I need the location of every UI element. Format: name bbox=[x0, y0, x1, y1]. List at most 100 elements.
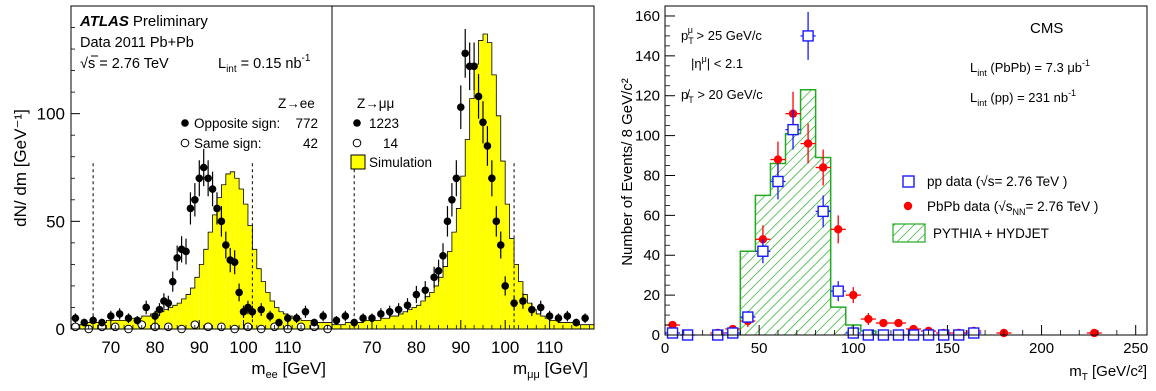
simulation-bin bbox=[540, 316, 546, 329]
simulation-bin bbox=[420, 301, 426, 329]
filled-point bbox=[275, 318, 283, 327]
filled-point bbox=[213, 204, 221, 213]
simulation-bin bbox=[536, 313, 541, 329]
eta-sup: μ bbox=[702, 54, 707, 64]
x-tick-label: 50 bbox=[751, 340, 768, 357]
legend-opposite-label: Opposite sign: bbox=[194, 116, 280, 131]
simulation-bin bbox=[336, 324, 341, 329]
y-axis-label: Number of Events/ 8 GeV/c² bbox=[619, 78, 636, 266]
simulation-bin bbox=[367, 320, 372, 329]
simulation-bin bbox=[554, 320, 559, 329]
filled-point bbox=[341, 312, 350, 320]
plot-frame bbox=[331, 5, 595, 330]
legend-sim-swatch bbox=[350, 154, 366, 170]
simulation-bin bbox=[509, 238, 515, 329]
simulation-bin bbox=[186, 294, 191, 329]
filled-point bbox=[448, 196, 456, 204]
x-tick-label: 100 bbox=[491, 338, 519, 357]
simulation-bin bbox=[429, 292, 435, 329]
simulation-bin bbox=[305, 320, 310, 329]
filled-point bbox=[155, 305, 164, 314]
filled-point bbox=[394, 305, 403, 314]
mc-bin bbox=[770, 163, 786, 335]
filled-point bbox=[536, 303, 545, 312]
legend-pbpb-nn: NN bbox=[1012, 207, 1025, 217]
legend-pbpb-pre: PbPb data (√ bbox=[927, 199, 1006, 214]
y-tick-label: 160 bbox=[635, 8, 660, 25]
simulation-bin bbox=[190, 288, 195, 329]
x-axis-label: mμμ [GeV] bbox=[513, 359, 588, 381]
cms-panel: 0 50 100 150 200 250 0 20 40 60 80 100 120 140 160 CM… bbox=[619, 5, 1148, 383]
simulation-bin bbox=[287, 316, 293, 329]
x-tick-label: 70 bbox=[363, 338, 382, 357]
simulation-bin bbox=[460, 176, 466, 329]
plot-frame bbox=[664, 5, 1148, 336]
simulation-bin bbox=[208, 232, 213, 329]
filled-point bbox=[151, 312, 159, 320]
legend-same-count: 42 bbox=[303, 136, 318, 151]
y-tick-label: 140 bbox=[635, 48, 660, 65]
x-tick-label: 100 bbox=[841, 340, 866, 357]
filled-point bbox=[164, 299, 173, 307]
filled-point bbox=[510, 299, 518, 307]
simulation-bin bbox=[230, 171, 235, 329]
legend-pbpb-s: s bbox=[1006, 199, 1013, 214]
filled-point bbox=[581, 314, 589, 323]
pbpb-point bbox=[803, 139, 813, 148]
filled-point bbox=[115, 310, 124, 318]
filled-point bbox=[257, 305, 266, 314]
x-axis-unit: [GeV] bbox=[278, 359, 326, 378]
simulation-bin bbox=[332, 324, 337, 329]
x-axis-sub: ee bbox=[266, 369, 278, 381]
pp-point bbox=[817, 205, 829, 218]
pt-cut-label: pTμ > 25 GeV/c bbox=[681, 25, 762, 46]
legend-pbpb-post: = 2.76 TeV ) bbox=[1025, 199, 1098, 214]
y-tick-label: 100 bbox=[37, 105, 65, 124]
filled-point bbox=[195, 174, 204, 183]
pp-point bbox=[727, 327, 739, 339]
atlas-rest: Preliminary bbox=[133, 13, 209, 30]
filled-point bbox=[173, 254, 181, 262]
s-value: s = 2.76 TeV bbox=[88, 56, 169, 72]
simulation-bin bbox=[394, 316, 399, 329]
legend-mc-swatch bbox=[892, 223, 926, 243]
simulation-bin bbox=[403, 311, 408, 329]
simulation-bin bbox=[243, 204, 248, 329]
filled-point bbox=[563, 312, 572, 320]
pbpb-point bbox=[1090, 328, 1099, 338]
simulation-bin bbox=[261, 281, 266, 329]
atlas-bold: ATLAS bbox=[79, 13, 129, 30]
simulation-bin bbox=[216, 197, 222, 329]
pbpb-point bbox=[834, 225, 843, 234]
x-tick-label: 200 bbox=[1029, 340, 1054, 357]
x-axis-unit: [GeV] bbox=[540, 359, 588, 378]
simulation-bin bbox=[567, 322, 572, 329]
filled-point bbox=[421, 286, 430, 295]
simulation-bin bbox=[221, 184, 226, 329]
simulation-bin bbox=[79, 324, 85, 329]
filled-point bbox=[217, 217, 226, 226]
lumi-label: Lint = 0.15 nb-1 bbox=[218, 53, 311, 75]
legend-opposite-count: 772 bbox=[295, 116, 318, 131]
pp-point bbox=[757, 245, 769, 257]
simulation-bin bbox=[527, 303, 532, 329]
legend-filled-count: 1223 bbox=[369, 116, 399, 131]
simulation-bin bbox=[469, 98, 475, 330]
filled-point bbox=[496, 241, 505, 249]
x-axis-unit: [GeV/c²] bbox=[1088, 363, 1147, 380]
simulation-bin bbox=[531, 309, 537, 329]
simulation-bin bbox=[371, 320, 377, 329]
simulation-bin bbox=[385, 318, 390, 329]
eta-cut-label: |ημ| < 2.1 bbox=[691, 54, 743, 71]
filled-point bbox=[186, 204, 195, 213]
pt-sub: T bbox=[688, 36, 694, 46]
pbpb-point bbox=[864, 314, 873, 324]
filled-point bbox=[545, 312, 554, 320]
simulation-bin bbox=[354, 322, 359, 329]
simulation-bin bbox=[274, 307, 279, 329]
channel-label: Z→ee bbox=[278, 96, 315, 111]
lumi-pbpb-sub: int bbox=[977, 68, 987, 78]
y-tick-label: 60 bbox=[643, 207, 660, 224]
pbpb-point bbox=[668, 320, 677, 330]
simulation-bin bbox=[447, 251, 452, 329]
